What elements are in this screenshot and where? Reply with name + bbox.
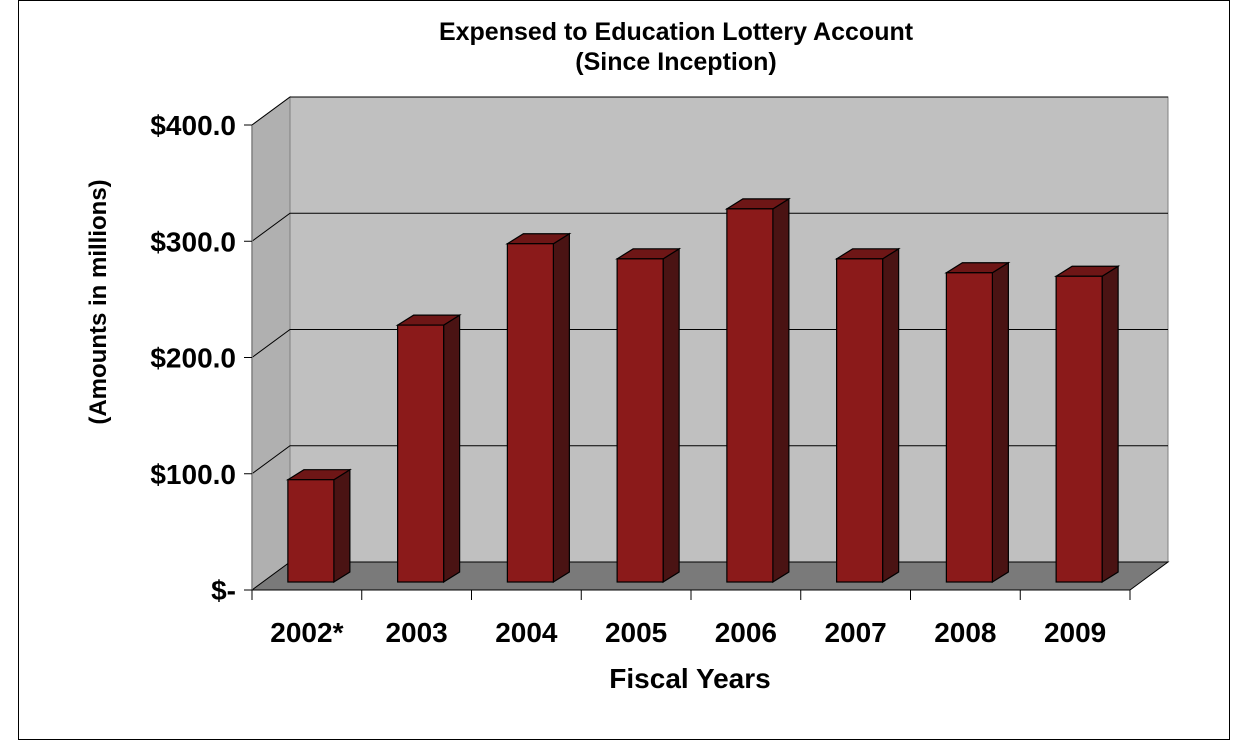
x-tick-labels: 2002* 2003 2004 2005 2006 2007 2008 2009 — [251, 590, 1131, 648]
bar-front — [836, 258, 884, 583]
bar-side — [991, 261, 1009, 584]
x-tick-label: 2004 — [495, 617, 558, 648]
bar-2003 — [395, 314, 462, 584]
x-tick-label: 2009 — [1044, 617, 1106, 648]
bar-front — [1055, 275, 1103, 583]
y-tick-labels: $- $100.0 $200.0 $300.0 $400.0 — [150, 110, 252, 606]
gridline — [251, 212, 1168, 242]
bar-2004 — [505, 232, 572, 584]
x-tick-label: 2007 — [824, 617, 886, 648]
gridline — [251, 96, 1168, 126]
bar-front — [945, 272, 993, 583]
x-tick-label: 2006 — [715, 617, 777, 648]
x-axis-label: Fiscal Years — [609, 663, 770, 694]
bar-side — [1101, 265, 1119, 584]
floor — [250, 561, 1170, 591]
y-tick-label: $200.0 — [150, 343, 236, 374]
bar-side — [443, 314, 461, 584]
bar-2002* — [285, 468, 352, 584]
bar-2008 — [944, 261, 1011, 584]
y-axis-label: (Amounts in millions) — [85, 179, 112, 424]
y-tick-label: $- — [211, 575, 236, 606]
bar-front — [506, 243, 554, 583]
bar-side — [882, 247, 900, 584]
bar-front — [726, 208, 774, 583]
x-tick-label: 2005 — [605, 617, 667, 648]
x-tick-label: 2003 — [385, 617, 447, 648]
bar-2009 — [1054, 265, 1121, 584]
bar-2006 — [724, 197, 791, 584]
bar-side — [772, 197, 790, 584]
bar-side — [662, 247, 680, 584]
y-tick-label: $300.0 — [150, 226, 236, 257]
bar-2005 — [615, 247, 682, 584]
bar-side — [333, 468, 351, 584]
bar-side — [552, 232, 570, 584]
chart-subtitle: (Since Inception) — [575, 48, 776, 76]
x-tick-label: 2008 — [934, 617, 996, 648]
bar-2007 — [834, 247, 901, 584]
y-tick-label: $100.0 — [150, 459, 236, 490]
chart-title: Expensed to Education Lottery Account — [439, 18, 914, 46]
y-tick-label: $400.0 — [150, 110, 236, 141]
bar-front — [397, 324, 445, 583]
bar-front — [287, 479, 335, 583]
bars — [285, 197, 1121, 584]
x-tick-label: 2002* — [270, 617, 343, 648]
chart-walls — [250, 96, 1170, 591]
bar-front — [616, 258, 664, 583]
gridlines — [251, 96, 1168, 475]
